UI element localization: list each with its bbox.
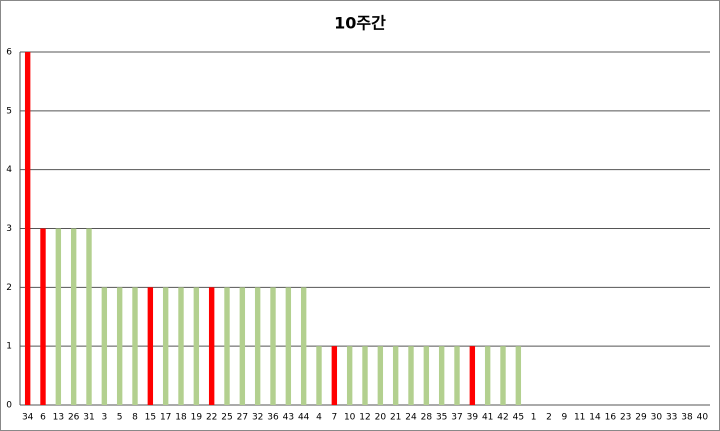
- y-tick-label: 6: [6, 48, 12, 58]
- x-tick-label: 41: [482, 413, 493, 423]
- bar: [316, 346, 322, 405]
- bar: [86, 228, 92, 405]
- x-tick-label: 20: [375, 413, 387, 423]
- chart-title: 10주간: [334, 14, 386, 33]
- bar: [224, 287, 230, 405]
- bar: [208, 287, 215, 405]
- bar: [193, 287, 200, 405]
- x-tick-label: 43: [283, 413, 294, 423]
- bar: [484, 346, 491, 405]
- bar: [423, 346, 430, 405]
- x-tick-label: 7: [331, 413, 337, 423]
- x-tick-label: 8: [132, 413, 138, 423]
- bar: [377, 346, 384, 405]
- x-tick-label: 33: [666, 413, 677, 423]
- x-tick-label: 25: [221, 413, 232, 423]
- x-tick-label: 17: [160, 413, 171, 423]
- x-tick-label: 36: [267, 413, 279, 423]
- x-tick-label: 24: [405, 413, 417, 423]
- x-tick-label: 28: [421, 413, 433, 423]
- bar: [24, 52, 31, 405]
- bar: [40, 228, 46, 405]
- x-tick-label: 26: [68, 413, 80, 423]
- bar: [147, 287, 154, 405]
- x-tick-label: 19: [191, 413, 203, 423]
- x-tick-label: 1: [531, 413, 537, 423]
- bar: [438, 346, 445, 405]
- bar: [362, 346, 368, 405]
- x-tick-label: 44: [298, 413, 310, 423]
- bar: [239, 287, 246, 405]
- bar: [392, 346, 399, 405]
- y-tick-label: 3: [6, 224, 12, 234]
- bar: [70, 228, 77, 405]
- x-tick-label: 13: [53, 413, 64, 423]
- x-tick-label: 27: [237, 413, 248, 423]
- x-tick-label: 40: [697, 413, 709, 423]
- y-tick-label: 4: [6, 165, 12, 175]
- x-tick-label: 31: [83, 413, 94, 423]
- x-tick-label: 9: [561, 413, 567, 423]
- x-tick-label: 21: [390, 413, 401, 423]
- x-tick-label: 11: [574, 413, 585, 423]
- y-tick-label: 2: [6, 283, 12, 293]
- bar: [270, 287, 276, 405]
- bar: [500, 346, 506, 405]
- x-tick-label: 45: [513, 413, 524, 423]
- x-tick-label: 22: [206, 413, 217, 423]
- bar: [408, 346, 414, 405]
- bar: [254, 287, 261, 405]
- x-tick-label: 4: [316, 413, 322, 423]
- bar: [55, 228, 62, 405]
- bar: [162, 287, 169, 405]
- x-tick-label: 10: [344, 413, 356, 423]
- y-tick-label: 5: [6, 106, 12, 116]
- bar: [454, 346, 460, 405]
- bar: [346, 346, 353, 405]
- bar: [469, 346, 476, 405]
- y-tick-label: 1: [6, 342, 12, 352]
- x-tick-label: 14: [589, 413, 601, 423]
- bar: [116, 287, 123, 405]
- x-tick-label: 23: [620, 413, 631, 423]
- bar: [101, 287, 108, 405]
- x-tick-label: 35: [436, 413, 447, 423]
- x-tick-label: 16: [605, 413, 617, 423]
- x-tick-label: 6: [40, 413, 46, 423]
- x-tick-label: 42: [497, 413, 508, 423]
- x-tick-label: 15: [145, 413, 156, 423]
- x-tick-label: 38: [681, 413, 693, 423]
- x-tick-label: 32: [252, 413, 263, 423]
- bar: [331, 346, 338, 405]
- x-tick-label: 34: [22, 413, 34, 423]
- x-tick-label: 37: [451, 413, 462, 423]
- bar: [515, 346, 522, 405]
- y-tick-label: 0: [6, 401, 12, 411]
- x-tick-label: 3: [101, 413, 107, 423]
- bar: [132, 287, 138, 405]
- x-tick-label: 12: [359, 413, 370, 423]
- bar: [285, 287, 292, 405]
- bar: [300, 287, 307, 405]
- x-tick-label: 39: [467, 413, 479, 423]
- x-tick-label: 5: [117, 413, 123, 423]
- x-tick-label: 29: [635, 413, 647, 423]
- x-tick-label: 2: [546, 413, 552, 423]
- bar: [178, 287, 184, 405]
- x-tick-label: 30: [651, 413, 663, 423]
- x-tick-label: 18: [175, 413, 187, 423]
